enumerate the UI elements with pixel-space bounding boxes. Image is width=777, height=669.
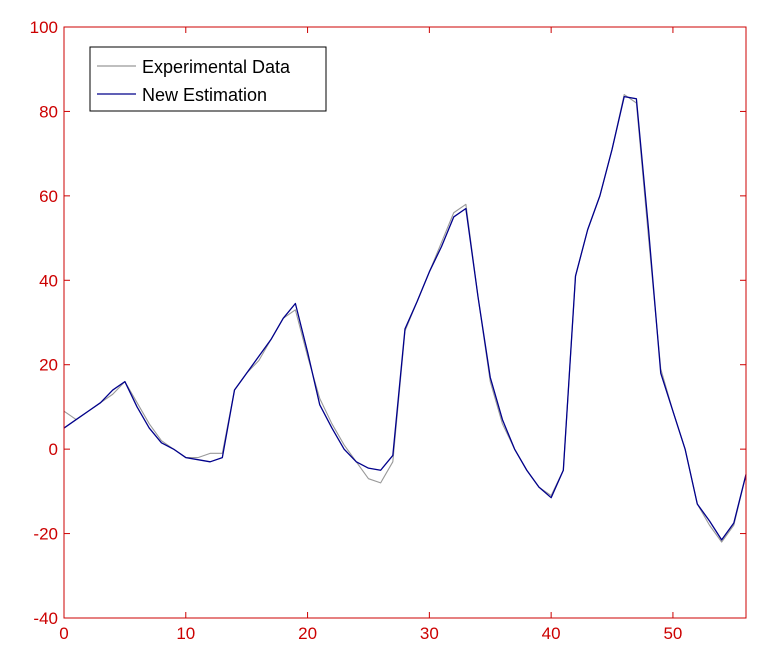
y-tick-label: 20 <box>39 356 58 375</box>
x-tick-label: 20 <box>298 624 317 643</box>
x-tick-label: 0 <box>59 624 68 643</box>
series-layer <box>63 93 747 543</box>
y-tick-label: 0 <box>49 440 58 459</box>
y-tick-label: -20 <box>33 525 58 544</box>
x-axis-ticks: 0 10 20 30 40 50 <box>59 27 682 643</box>
y-axis-ticks: -40 -20 0 20 40 60 80 100 <box>30 18 746 628</box>
x-tick-label: 50 <box>663 624 682 643</box>
legend-box <box>89 46 327 112</box>
y-tick-label: 100 <box>30 18 58 37</box>
legend-label-experimental-data: Experimental Data <box>142 57 291 77</box>
legend: Experimental Data New Estimation <box>89 46 327 112</box>
plot-background <box>64 27 746 618</box>
plot-frame <box>63 26 747 619</box>
series-line-new-estimation <box>63 96 747 541</box>
y-tick-label: 80 <box>39 102 58 121</box>
x-tick-label: 10 <box>176 624 195 643</box>
y-tick-label: -40 <box>33 609 58 628</box>
y-tick-label: 40 <box>39 271 58 290</box>
x-tick-label: 40 <box>542 624 561 643</box>
legend-label-new-estimation: New Estimation <box>142 85 267 105</box>
x-tick-label: 30 <box>420 624 439 643</box>
y-tick-label: 60 <box>39 187 58 206</box>
